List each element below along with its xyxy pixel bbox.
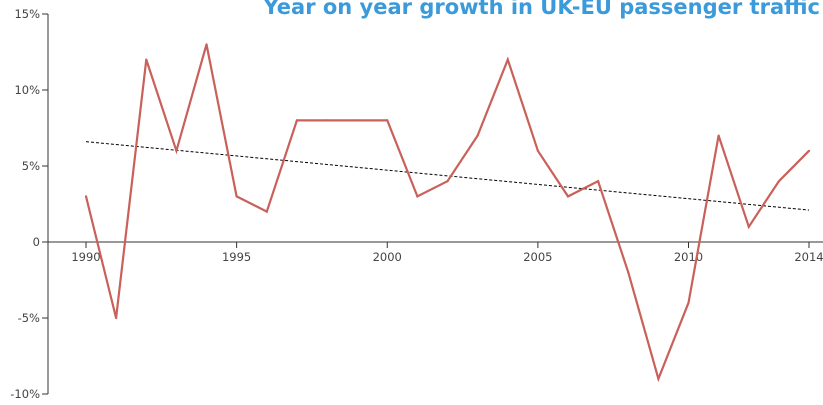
data-point [325,119,329,122]
y-tick-label: -5% [18,311,40,325]
data-point [476,134,479,137]
chart-title: Year on year growth in UK-EU passenger t… [263,0,821,19]
series-line [84,44,810,383]
y-tick-label: -10% [10,387,40,401]
x-tick-label: 2014 [794,250,823,264]
data-point [717,134,720,137]
data-point [627,271,630,274]
y-tick-label: 10% [14,83,40,97]
data-point [446,180,449,183]
data-point [807,149,811,152]
data-point [687,301,690,304]
series-layer [84,43,811,383]
data-point [566,195,570,198]
data-point [777,180,780,183]
data-point [205,43,208,46]
x-tick-label: 2005 [523,250,552,264]
data-point [356,119,359,122]
y-tick-label: 0 [33,235,40,249]
y-tick-label: 15% [14,7,40,21]
x-tick-label: 1995 [222,250,251,264]
trendline [85,141,810,211]
data-point [657,377,660,380]
data-point [84,195,88,198]
data-point [747,225,750,228]
data-point [175,149,178,152]
x-tick-label: 2000 [373,250,402,264]
data-point [265,210,268,213]
x-tick-label: 2010 [674,250,703,264]
data-point [145,58,148,61]
data-point [506,58,509,61]
data-point [597,180,600,183]
data-point [235,195,238,198]
data-point [536,149,539,152]
data-point [386,119,389,122]
trendline-layer [85,141,810,211]
axes: 15% 10% 5% 0 -5% -10% 1990 1995 2000 2005 2010 2014 [10,7,823,401]
x-tick-label: 1990 [71,250,100,264]
data-point [115,316,118,320]
data-point [416,195,419,198]
data-point [295,119,298,122]
y-tick-label: 5% [22,159,40,173]
